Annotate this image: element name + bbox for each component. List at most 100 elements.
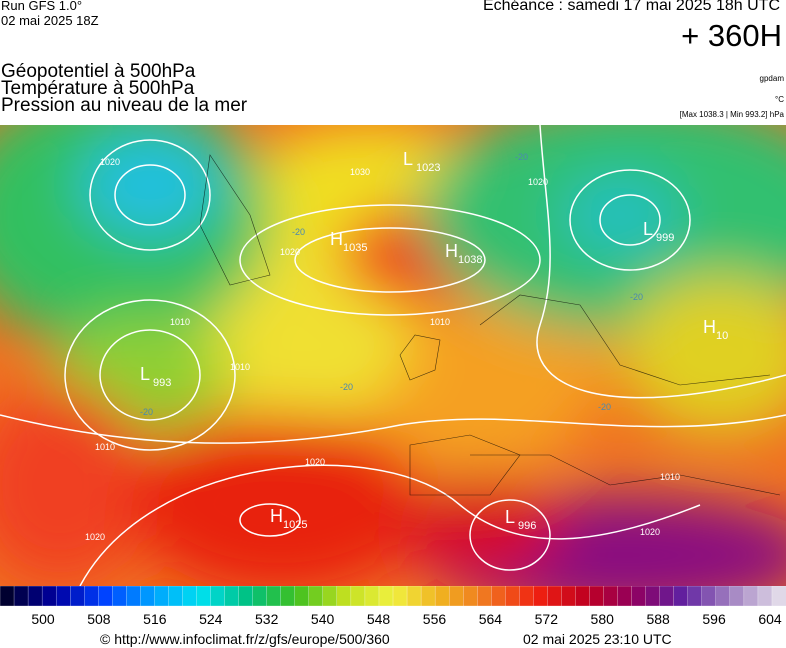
colorbar-tick-label: 580	[591, 611, 615, 626]
isobar-label: 1020	[305, 457, 325, 467]
color-swatch	[294, 586, 310, 607]
color-swatch	[154, 586, 170, 607]
color-swatch	[743, 586, 759, 607]
isobars	[0, 125, 786, 586]
color-swatch	[55, 586, 71, 607]
center-kind: H	[270, 506, 283, 526]
color-swatch	[126, 586, 142, 607]
color-swatch	[336, 586, 352, 607]
color-swatch	[350, 586, 366, 607]
color-swatch	[112, 586, 127, 607]
temperature-label: -20	[140, 407, 153, 417]
center-kind: H	[330, 229, 343, 249]
colorbar-tick-label: 572	[535, 611, 559, 626]
colorbar-tick-label: 532	[255, 611, 279, 626]
temperature-label: -20	[515, 152, 528, 162]
color-swatch	[575, 586, 591, 607]
color-swatch	[434, 586, 450, 607]
color-swatch	[322, 586, 338, 607]
unit: gpdam	[759, 74, 784, 83]
color-swatch	[659, 586, 675, 607]
color-swatch	[84, 586, 99, 607]
color-swatch	[701, 586, 717, 607]
color-swatch	[603, 586, 619, 607]
color-swatch	[98, 586, 113, 607]
color-swatch	[70, 586, 85, 607]
unit: °C	[775, 95, 784, 104]
isobar-label: 1020	[280, 247, 300, 257]
isobar-label: 1030	[350, 167, 370, 177]
color-swatch	[0, 586, 15, 607]
color-swatch	[561, 586, 577, 607]
unit: [Max 1038.3 | Min 993.2] hPa	[679, 110, 784, 119]
color-swatch	[266, 586, 282, 607]
colorbar-tick-label: 540	[311, 611, 335, 626]
color-swatch	[140, 586, 156, 607]
color-swatch	[687, 586, 703, 607]
run-label: Run GFS 1.0°	[1, 0, 83, 13]
color-swatch	[673, 586, 689, 607]
colorbar-tick-label: 500	[31, 611, 55, 626]
color-swatch	[477, 586, 492, 607]
color-swatch	[519, 586, 535, 607]
center-kind: L	[403, 149, 413, 169]
color-swatch	[631, 586, 647, 607]
source-url: © http://www.infoclimat.fr/z/gfs/europe/…	[100, 631, 390, 647]
title: Géopotentiel à 500hPa	[1, 61, 196, 82]
run-date: 02 mai 2025 18Z	[1, 13, 99, 28]
isobar-label: 1010	[660, 472, 680, 482]
color-swatch	[41, 586, 57, 607]
color-swatch	[308, 586, 324, 607]
colorbar-tick-label: 588	[646, 611, 670, 626]
color-swatch	[463, 586, 478, 607]
color-swatch	[533, 586, 549, 607]
timestamp: 02 mai 2025 23:10 UTC	[523, 631, 672, 647]
color-swatch	[757, 586, 773, 607]
colorbar-tick-label: 524	[199, 611, 223, 626]
color-swatch	[406, 586, 422, 607]
colorbar: 500 508 516 524 532 540 548 556 564 572 580 588 596 6…	[0, 586, 786, 626]
color-swatch	[589, 586, 605, 607]
title: Pression au niveau de la mer	[1, 95, 248, 116]
center-value: 993	[153, 377, 171, 389]
color-swatch	[182, 586, 198, 607]
color-swatch	[617, 586, 633, 607]
colorbar-tick-label: 508	[87, 611, 111, 626]
isobar-label: 1020	[528, 177, 548, 187]
forecast-time: Echéance : samedi 17 mai 2025 18h UTC	[482, 0, 780, 14]
isobar-label: 1010	[230, 362, 250, 372]
isobar-label: 1010	[170, 317, 190, 327]
color-swatch	[392, 586, 408, 607]
center-value: 1035	[343, 242, 367, 254]
center-value: 999	[656, 232, 674, 244]
color-swatch	[645, 586, 661, 607]
color-swatch	[448, 586, 464, 607]
temperature-field	[0, 125, 786, 586]
color-swatch	[505, 586, 520, 607]
coastlines	[199, 154, 781, 496]
color-swatch	[420, 586, 436, 607]
color-swatch	[27, 586, 43, 607]
colorbar-tick-label: 604	[758, 611, 782, 626]
color-swatch	[547, 586, 563, 607]
center-value: 1025	[283, 519, 307, 531]
temperature-label: -20	[340, 382, 353, 392]
temperature-label: -20	[292, 227, 305, 237]
color-swatch	[252, 586, 268, 607]
colorbar-tick-label: 516	[143, 611, 167, 626]
center-kind: L	[505, 507, 515, 527]
color-swatch	[715, 586, 731, 607]
color-swatch	[364, 586, 380, 607]
colorbar-tick-label: 548	[367, 611, 391, 626]
center-kind: L	[140, 364, 150, 384]
colorbar-tick-label: 564	[479, 611, 503, 626]
titles: Géopotentiel à 500hPa Température à 500h…	[1, 61, 248, 116]
center-value: 1038	[458, 254, 482, 266]
isobar-label: 1020	[85, 532, 105, 542]
lead-time: + 360H	[681, 18, 782, 53]
center-value: 10	[716, 330, 728, 342]
colorbar-tick-label: 596	[702, 611, 726, 626]
colorbar-tick-label: 556	[423, 611, 447, 626]
